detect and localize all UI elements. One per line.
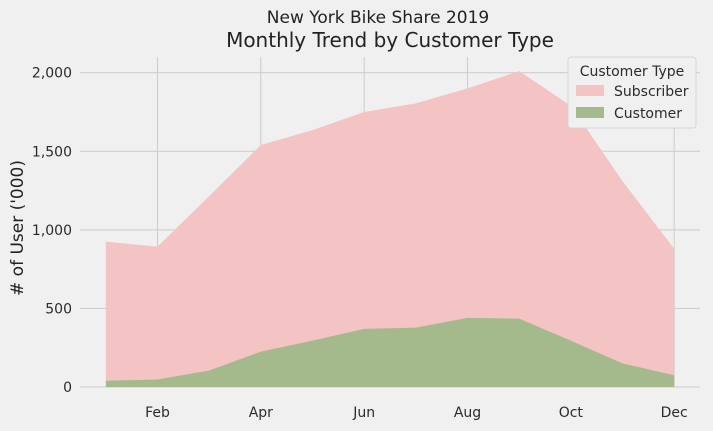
legend-label-subscriber: Subscriber: [614, 84, 689, 100]
y-tick-label: 1,000: [32, 223, 72, 239]
y-tick-label: 1,500: [32, 144, 72, 160]
y-tick-label: 500: [45, 301, 72, 317]
chart-title: New York Bike Share 2019: [267, 8, 489, 28]
x-tick-label: Aug: [454, 405, 481, 421]
x-tick-label: Jun: [352, 405, 375, 421]
x-axis-ticks: Feb Apr Jun Aug Oct Dec: [145, 405, 688, 421]
chart-subtitle: Monthly Trend by Customer Type: [226, 28, 554, 52]
area-series: [105, 71, 675, 388]
x-tick-label: Dec: [661, 405, 688, 421]
area-customer: [105, 317, 675, 387]
y-axis-ticks: 0 500 1,000 1,500 2,000: [32, 66, 72, 396]
x-tick-label: Oct: [559, 405, 584, 421]
x-tick-label: Apr: [249, 405, 273, 421]
y-axis-label: # of User ('000): [8, 160, 28, 296]
x-tick-label: Feb: [145, 405, 170, 421]
area-subscriber: [105, 71, 675, 388]
legend-label-customer: Customer: [614, 106, 682, 122]
legend-swatch-subscriber: [576, 85, 604, 96]
legend-swatch-customer: [576, 107, 604, 118]
y-tick-label: 0: [63, 380, 72, 396]
y-tick-label: 2,000: [32, 66, 72, 82]
legend: Customer Type Subscriber Customer: [567, 56, 697, 129]
legend-title: Customer Type: [580, 64, 685, 80]
